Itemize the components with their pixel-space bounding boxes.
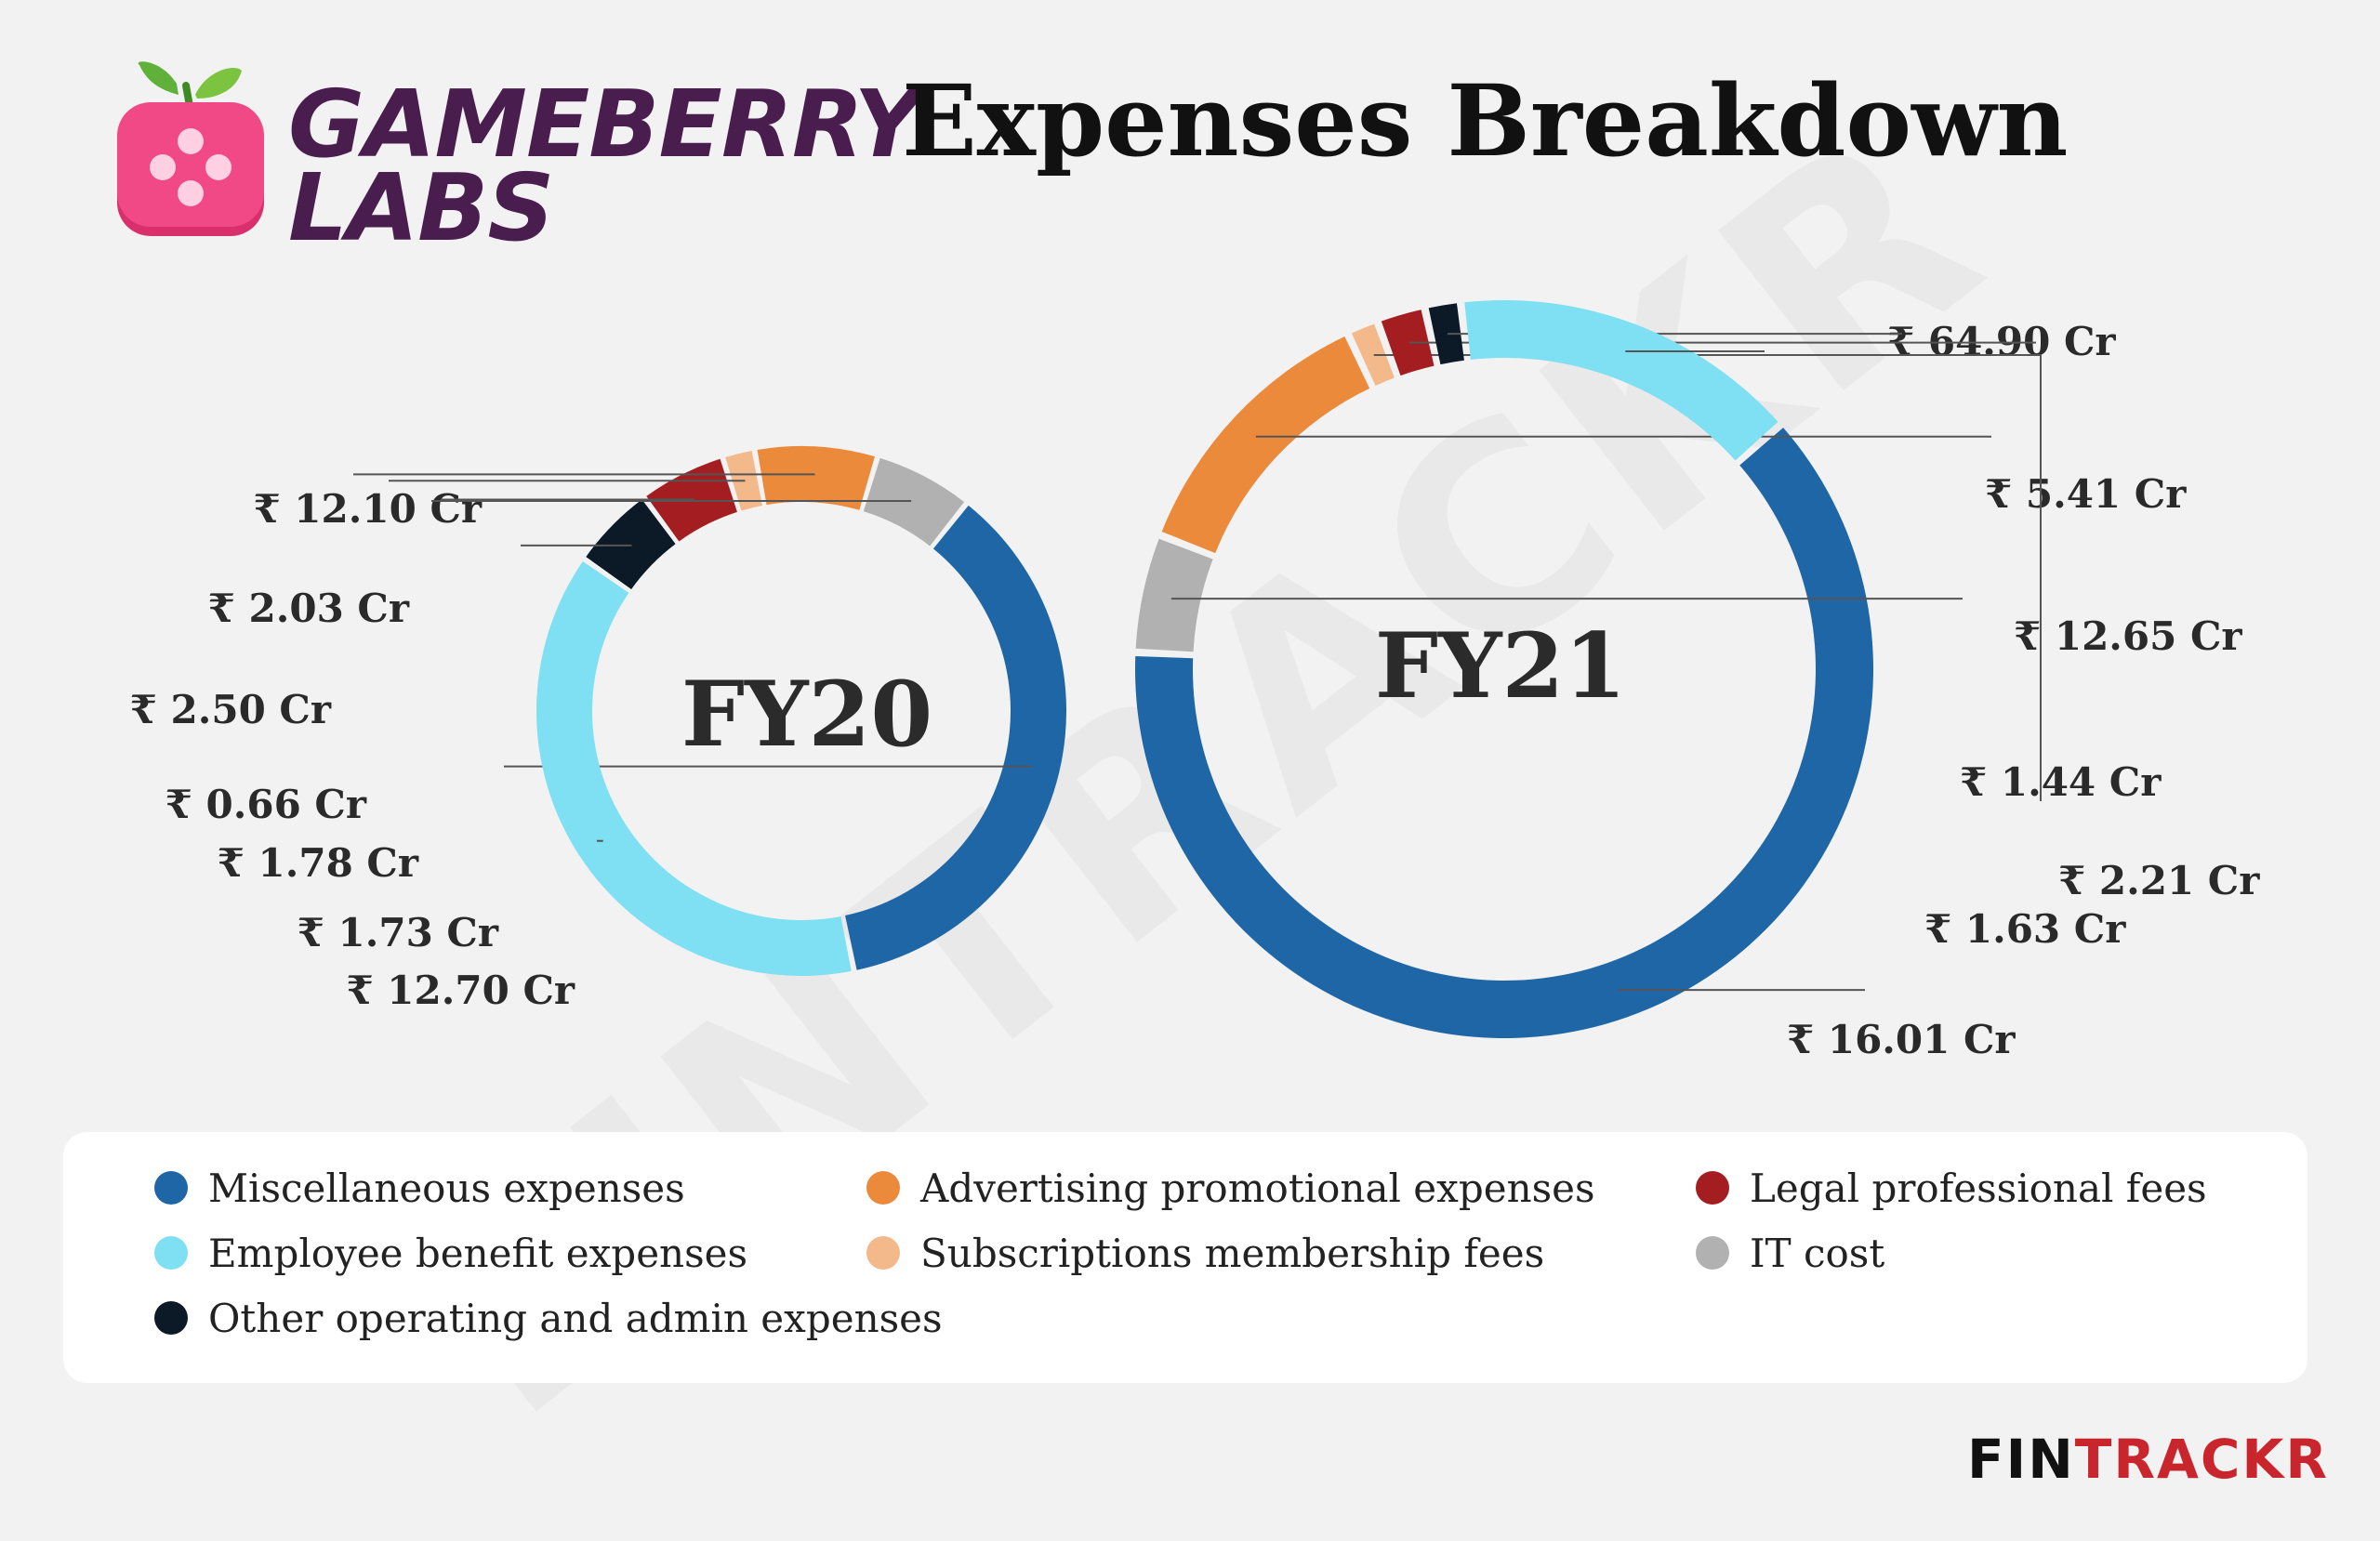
legend-item-it: IT cost	[1696, 1227, 1884, 1279]
value-label-advertising: ₹ 12.65 Cr	[2014, 613, 2242, 659]
fintrackr-brand: FINTRACKR	[1967, 1428, 2329, 1491]
legend-dot	[866, 1236, 900, 1270]
brand-part1: FIN	[1967, 1428, 2075, 1491]
value-label-legal: ₹ 2.21 Cr	[2058, 858, 2260, 903]
slice-it	[1135, 538, 1213, 652]
chart-legend: Miscellaneous expenses Advertising promot…	[63, 1132, 2307, 1383]
logo-text-line2: LABS	[288, 153, 554, 262]
value-label-subscriptions: ₹ 1.44 Cr	[1960, 759, 2162, 805]
slice-it	[863, 457, 965, 547]
slice-subscriptions	[1351, 323, 1395, 386]
legend-label: Subscriptions membership fees	[920, 1230, 1545, 1276]
slice-other	[586, 499, 676, 589]
slice-advertising	[1161, 336, 1370, 554]
page-title: Expenses Breakdown	[902, 62, 2069, 178]
value-label-misc: ₹ 12.10 Cr	[253, 486, 482, 532]
legend-item-misc: Miscellaneous expenses	[154, 1162, 685, 1214]
legend-dot	[1696, 1171, 1729, 1205]
donut-fy20: ₹ 12.10 Cr ₹ 12.70 Cr ₹ 1.73 Cr ₹ 1.78 Cr ₹ …	[130, 446, 1067, 1013]
donut-charts: ₹ 12.10 Cr ₹ 12.70 Cr ₹ 1.73 Cr ₹ 1.78 Cr ₹ …	[130, 300, 2260, 1062]
value-label-it: ₹ 5.41 Cr	[1985, 471, 2187, 517]
slice-misc	[1134, 428, 1874, 1039]
legend-label: Legal professional fees	[1750, 1165, 2207, 1211]
legend-label: Advertising promotional expenses	[920, 1165, 1595, 1211]
legend-dot	[154, 1236, 188, 1270]
legend-item-legal: Legal professional fees	[1696, 1162, 2207, 1214]
donut-center-label: FY20	[681, 662, 932, 767]
value-label-subscriptions: ₹ 0.66 Cr	[165, 782, 367, 827]
value-label-advertising: ₹ 2.50 Cr	[130, 687, 332, 732]
legend-label: IT cost	[1750, 1230, 1885, 1276]
legend-item-employee: Employee benefit expenses	[154, 1227, 747, 1279]
slice-legal	[1381, 310, 1435, 376]
slice-employee	[536, 560, 852, 976]
berry-gamepad-icon	[117, 61, 264, 236]
legend-dot	[866, 1171, 900, 1205]
value-label-employee: ₹ 16.01 Cr	[1787, 1017, 2016, 1062]
donut-center-label: FY21	[1375, 613, 1626, 718]
value-label-misc: ₹ 64.90 Cr	[1887, 319, 2116, 364]
slice-advertising	[757, 446, 875, 510]
slice-misc	[845, 505, 1067, 970]
legend-dot	[154, 1301, 188, 1335]
legend-item-subscriptions: Subscriptions membership fees	[866, 1227, 1544, 1279]
slice-employee	[1464, 300, 1778, 461]
value-label-other: ₹ 1.63 Cr	[1924, 906, 2126, 952]
legend-dot	[1696, 1236, 1729, 1270]
value-label-employee: ₹ 12.70 Cr	[346, 968, 575, 1013]
legend-item-advertising: Advertising promotional expenses	[866, 1162, 1595, 1214]
brand-part2: TRACKR	[2074, 1428, 2330, 1491]
company-logo: GAMEBERRY LABS	[112, 58, 921, 255]
logo-text-line1: GAMEBERRY	[288, 70, 921, 178]
legend-label: Employee benefit expenses	[208, 1230, 748, 1276]
legend-dot	[154, 1171, 188, 1205]
legend-label: Miscellaneous expenses	[208, 1165, 685, 1211]
legend-item-other: Other operating and admin expenses	[154, 1292, 943, 1344]
value-label-it: ₹ 2.03 Cr	[208, 586, 410, 631]
legend-label: Other operating and admin expenses	[208, 1295, 943, 1341]
slice-other	[1428, 303, 1464, 365]
value-label-legal: ₹ 1.78 Cr	[218, 840, 419, 886]
donut-fy21: ₹ 64.90 Cr ₹ 5.41 Cr ₹ 12.65 Cr ₹ 1.44 Cr ₹ …	[1134, 300, 2260, 1062]
value-label-other: ₹ 1.73 Cr	[298, 910, 499, 955]
